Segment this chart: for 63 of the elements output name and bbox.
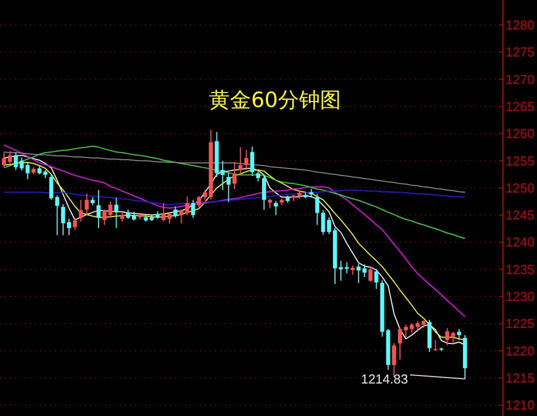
- candlestick: [374, 268, 378, 290]
- candlestick: [398, 326, 402, 360]
- candlestick: [72, 217, 77, 230]
- candlestick: [350, 265, 355, 276]
- candlestick: [368, 266, 372, 282]
- candlestick: [61, 204, 66, 236]
- candlestick: [268, 198, 272, 208]
- candlestick: [202, 190, 207, 200]
- line-series: [4, 146, 466, 239]
- candlestick: [2, 152, 6, 168]
- candlestick: [315, 193, 320, 226]
- candlestick: [262, 174, 266, 210]
- candlestick: [321, 210, 326, 236]
- y-tick-label: 1225: [506, 316, 534, 332]
- candlestick: [67, 218, 72, 236]
- candlestick: [226, 172, 231, 203]
- candlestick: [26, 161, 30, 180]
- candlestick: [362, 264, 367, 278]
- y-tick-label: 1235: [506, 262, 534, 277]
- candlestick: [433, 339, 438, 352]
- y-tick-label: 1250: [506, 180, 534, 196]
- candlestick: [274, 200, 278, 216]
- candlestick: [102, 209, 106, 226]
- y-tick-label: 1255: [506, 153, 534, 168]
- candlestick: [84, 192, 89, 216]
- y-tick-label: 1220: [506, 343, 534, 358]
- candlestick: [162, 202, 166, 222]
- candlestick: [238, 146, 242, 176]
- candlestick: [250, 146, 254, 176]
- candlestick: [244, 149, 248, 170]
- line-series: [4, 152, 466, 193]
- y-tick-label: 1275: [506, 44, 534, 60]
- y-tick-label: 1215: [506, 370, 534, 386]
- candlestick: [338, 260, 343, 282]
- candlestick: [327, 216, 332, 235]
- candlestick: [120, 212, 124, 222]
- y-tick-label: 1280: [506, 17, 534, 32]
- candlestick: [108, 200, 112, 218]
- candlestick: [78, 199, 83, 222]
- candlestick: [356, 263, 361, 284]
- y-tick-label: 1260: [506, 126, 534, 142]
- text: 黄金60分钟图: [209, 88, 341, 112]
- y-tick-label: 1270: [506, 72, 534, 87]
- y-tick-label: 1240: [506, 234, 534, 250]
- candlestick: [191, 199, 196, 218]
- candlestick: [404, 324, 408, 338]
- line-series: [4, 144, 466, 318]
- annotation: 1214.83: [360, 371, 408, 386]
- candlestick: [232, 161, 236, 190]
- candlestick: [167, 212, 172, 224]
- candlestick: [126, 209, 130, 220]
- candlestick: [114, 197, 118, 229]
- candlestick: [457, 328, 462, 340]
- y-tick-label: 1265: [506, 98, 534, 114]
- candlestick: [197, 196, 202, 208]
- candlestick: [344, 262, 349, 274]
- y-tick-label: 1230: [506, 289, 534, 304]
- y-tick-label: 1210: [506, 398, 534, 413]
- candlestick: [256, 171, 260, 182]
- y-tick-label: 1245: [506, 208, 534, 223]
- candlestick: [173, 206, 178, 218]
- candlestick: [96, 190, 101, 229]
- candlestick: [8, 150, 12, 166]
